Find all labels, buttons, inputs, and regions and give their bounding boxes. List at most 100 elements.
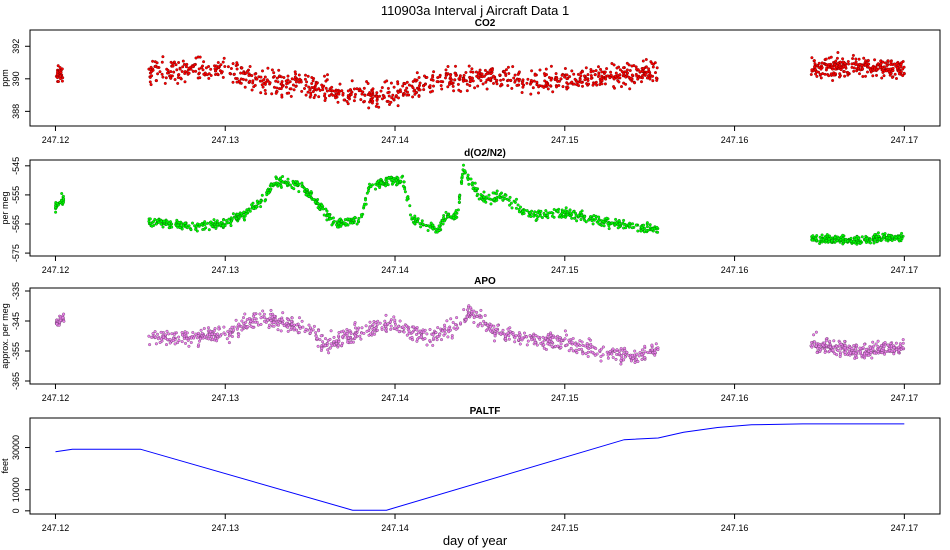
- data-point: [832, 345, 836, 349]
- data-point: [628, 224, 632, 228]
- data-point: [162, 219, 166, 223]
- data-point: [383, 319, 387, 323]
- data-point: [366, 186, 370, 190]
- data-point: [54, 205, 58, 209]
- data-point: [289, 87, 293, 91]
- data-point: [437, 224, 441, 228]
- data-point: [266, 318, 270, 322]
- data-point: [439, 84, 443, 88]
- data-point: [644, 58, 648, 62]
- data-point: [559, 345, 563, 349]
- data-point: [648, 351, 652, 355]
- data-point: [535, 343, 539, 347]
- data-point: [565, 73, 569, 77]
- data-point: [303, 86, 307, 90]
- data-point: [855, 344, 859, 348]
- data-point: [622, 222, 626, 226]
- data-point: [520, 90, 524, 94]
- data-point: [589, 342, 593, 346]
- data-point: [889, 60, 893, 64]
- data-point: [438, 332, 442, 336]
- data-point: [413, 78, 417, 82]
- data-point: [570, 69, 574, 73]
- data-point: [183, 71, 187, 75]
- data-point: [560, 73, 564, 77]
- data-point: [209, 222, 213, 226]
- data-point: [349, 93, 353, 97]
- data-point: [546, 338, 550, 342]
- data-point: [206, 221, 210, 225]
- data-point: [493, 77, 497, 81]
- data-point: [875, 73, 879, 77]
- data-point: [883, 352, 887, 356]
- data-point: [347, 217, 351, 221]
- data-point: [864, 63, 868, 67]
- data-point: [571, 210, 575, 214]
- data-point: [276, 328, 280, 332]
- data-point: [60, 191, 64, 195]
- data-point: [897, 348, 901, 352]
- data-point: [176, 223, 180, 227]
- data-point: [371, 323, 375, 327]
- data-point: [487, 197, 491, 201]
- data-point: [492, 324, 496, 328]
- data-point: [310, 81, 314, 85]
- data-point: [347, 336, 351, 340]
- data-point: [206, 326, 210, 330]
- data-point: [867, 349, 871, 353]
- data-point: [602, 224, 606, 228]
- data-point: [321, 85, 325, 89]
- data-point: [457, 200, 461, 204]
- data-point: [509, 201, 513, 205]
- data-point: [290, 316, 294, 320]
- data-point: [475, 315, 479, 319]
- data-point: [538, 211, 542, 215]
- data-point: [648, 223, 652, 227]
- data-point: [180, 340, 184, 344]
- data-point: [580, 347, 584, 351]
- data-point: [327, 351, 331, 355]
- data-point: [469, 79, 473, 83]
- data-point: [815, 351, 819, 355]
- data-point: [161, 331, 165, 335]
- data-point: [234, 216, 238, 220]
- data-point: [193, 224, 197, 228]
- data-point: [437, 228, 441, 232]
- data-point: [212, 329, 216, 333]
- data-point: [901, 74, 905, 78]
- data-point: [217, 327, 221, 331]
- data-point: [564, 215, 568, 219]
- data-point: [568, 208, 572, 212]
- data-point: [154, 342, 158, 346]
- data-point: [353, 95, 357, 99]
- data-point: [467, 304, 471, 308]
- data-point: [593, 353, 597, 357]
- data-point: [546, 342, 550, 346]
- data-point: [593, 81, 597, 85]
- data-point: [835, 56, 839, 60]
- y-tick-label: -355: [11, 342, 21, 360]
- data-point: [438, 75, 442, 79]
- data-point: [311, 79, 315, 83]
- data-point: [533, 341, 537, 345]
- data-point: [436, 335, 440, 339]
- data-point: [278, 74, 282, 78]
- data-point: [291, 83, 295, 87]
- data-point: [292, 88, 296, 92]
- data-point: [837, 236, 841, 240]
- data-point: [148, 343, 152, 347]
- data-point: [62, 312, 66, 316]
- data-point: [489, 329, 493, 333]
- data-point: [622, 226, 626, 230]
- data-point: [351, 218, 355, 222]
- data-point: [314, 334, 318, 338]
- data-point: [165, 71, 169, 75]
- data-point: [444, 76, 448, 80]
- data-point: [272, 324, 276, 328]
- data-point: [642, 223, 646, 227]
- data-point: [340, 335, 344, 339]
- data-point: [572, 72, 576, 76]
- data-point: [378, 185, 382, 189]
- data-point: [890, 75, 894, 79]
- data-point: [481, 82, 485, 86]
